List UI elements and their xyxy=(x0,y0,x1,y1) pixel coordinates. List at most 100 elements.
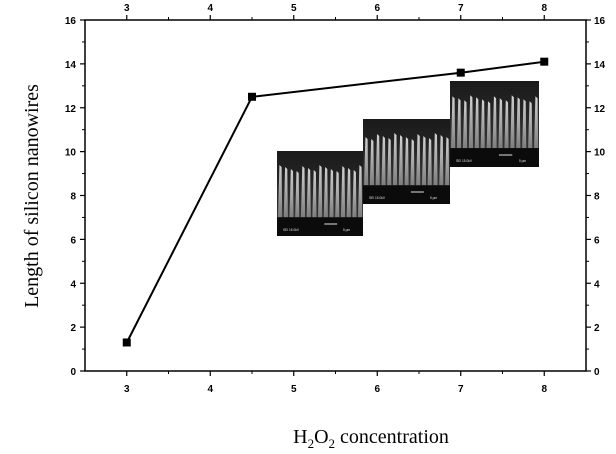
y-axis-label: Length of silicon nanowires xyxy=(21,84,43,308)
nanowire xyxy=(510,95,515,149)
nanowire xyxy=(456,98,462,149)
nanowire xyxy=(480,99,485,149)
y-right-tick-label: 6 xyxy=(594,235,600,246)
data-point xyxy=(540,57,549,66)
x-tick-label: 4 xyxy=(207,384,213,395)
x-tick-label: 8 xyxy=(541,384,547,395)
y-right-tick-label: 4 xyxy=(594,279,600,290)
y-tick-label: 14 xyxy=(65,60,77,71)
x-tick-label: 5 xyxy=(291,384,297,395)
data-point xyxy=(456,68,465,77)
y-right-tick-label: 10 xyxy=(594,148,606,159)
nanowire xyxy=(392,133,398,186)
nanowire xyxy=(340,166,346,218)
sem-scale-label: 5 µm xyxy=(343,228,350,232)
nanowire xyxy=(295,171,300,218)
nanowire xyxy=(329,169,334,218)
x-axis-label: H2O2 concentration xyxy=(293,426,449,451)
x-top-tick-label: 5 xyxy=(291,3,297,14)
sem-caption: SEI 15.0kV xyxy=(283,228,300,232)
y-right-tick-label: 2 xyxy=(594,323,600,334)
nanowire xyxy=(381,136,386,186)
y-right-tick-label: 12 xyxy=(594,104,606,115)
nanowire xyxy=(528,101,533,149)
nanowire xyxy=(375,134,380,186)
sem-insets: SEI 15.0kV 5 µm SEI 15.0kV 5 µm SEI 15.0kV 5 … xyxy=(277,81,539,236)
y-tick-label: 4 xyxy=(70,279,76,290)
nanowire xyxy=(364,137,369,186)
nanowire xyxy=(410,139,415,186)
x-tick-label: 3 xyxy=(124,384,130,395)
nanowire xyxy=(439,135,444,186)
x-top-tick-label: 3 xyxy=(124,3,130,14)
nanowire xyxy=(451,96,456,149)
y-right-tick-label: 0 xyxy=(594,367,600,378)
y-right-tick-label: 8 xyxy=(594,192,600,203)
nanowire xyxy=(306,168,311,218)
y-right-tick-label: 16 xyxy=(594,16,606,27)
nanowire xyxy=(289,169,294,218)
nanowire xyxy=(369,139,374,186)
nanowire xyxy=(318,165,323,218)
nanowire xyxy=(283,167,288,218)
data-point xyxy=(122,338,131,347)
data-point xyxy=(248,92,256,101)
nanowire xyxy=(323,167,328,218)
sem-info-bar xyxy=(277,217,363,236)
nanowire xyxy=(504,100,509,149)
y-tick-label: 12 xyxy=(65,104,77,115)
x-top-tick-label: 7 xyxy=(458,3,464,14)
sem-scale-label: 5 µm xyxy=(430,196,437,200)
nanowire xyxy=(278,165,283,218)
nanowire xyxy=(335,171,340,218)
nanowire xyxy=(421,136,427,186)
nanowire xyxy=(534,96,539,149)
series-line xyxy=(125,60,545,343)
nanowire xyxy=(516,97,521,149)
sem-info-bar xyxy=(450,148,539,167)
x-axis-top-ticks: 3 4 5 6 7 8 xyxy=(124,3,547,20)
nanowire xyxy=(474,97,479,149)
sem-caption: SEI 15.0kV xyxy=(369,196,386,200)
y-axis-right-ticks: 0 2 4 6 8 10 12 14 16 xyxy=(586,16,606,378)
sem-caption: SEI 15.0kV xyxy=(456,159,473,163)
nanowire xyxy=(387,138,392,186)
y-tick-label: 10 xyxy=(65,148,77,159)
y-tick-label: 16 xyxy=(65,16,77,27)
sem-info-bar xyxy=(363,185,450,204)
x-top-tick-label: 6 xyxy=(374,3,380,14)
nanowire xyxy=(492,96,497,149)
x-tick-label: 7 xyxy=(458,384,464,395)
y-axis-left-ticks: 0 2 4 6 8 10 12 14 16 xyxy=(65,16,85,378)
y-tick-label: 6 xyxy=(70,235,76,246)
nanowire xyxy=(498,98,503,149)
nanowire xyxy=(468,95,473,149)
nanowire xyxy=(352,170,357,218)
x-axis-bottom-ticks: 3 4 5 6 7 8 xyxy=(124,371,547,395)
sem-inset-image: SEI 15.0kV 5 µm xyxy=(277,151,363,236)
x-top-tick-label: 8 xyxy=(541,3,547,14)
nanowire xyxy=(398,135,403,186)
y-tick-label: 8 xyxy=(70,192,76,203)
sem-scale-label: 5 µm xyxy=(519,159,526,163)
x-tick-label: 6 xyxy=(374,384,380,395)
y-right-tick-label: 14 xyxy=(594,60,606,71)
nanowire xyxy=(427,138,432,186)
nanowire xyxy=(404,137,409,186)
nanowire xyxy=(416,134,421,186)
y-tick-label: 0 xyxy=(70,367,76,378)
nanowire xyxy=(445,137,450,186)
y-tick-label: 2 xyxy=(70,323,76,334)
sem-inset-image: SEI 15.0kV 5 µm xyxy=(450,81,539,167)
nanowire xyxy=(312,170,317,218)
nanowire xyxy=(462,100,468,149)
nanowire xyxy=(358,165,363,218)
sem-inset-image: SEI 15.0kV 5 µm xyxy=(363,119,450,204)
nanowire xyxy=(433,133,438,186)
nanowire xyxy=(522,99,527,149)
series-group xyxy=(122,57,549,347)
nanowire xyxy=(346,168,351,218)
nanowire xyxy=(486,101,491,149)
nanowire xyxy=(300,166,306,218)
